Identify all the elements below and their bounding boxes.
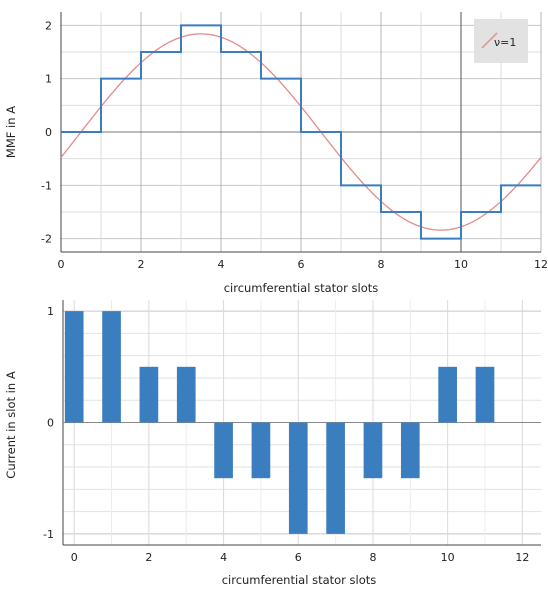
current-x-axis-label: circumferential stator slots	[222, 573, 377, 587]
x-tick-label: 0	[58, 258, 65, 271]
current-bar	[475, 366, 495, 423]
y-tick-label: 0	[47, 417, 54, 430]
legend-label: ν=1	[494, 36, 516, 49]
x-tick-label: 10	[454, 258, 468, 271]
legend-box	[474, 19, 528, 63]
current-bar	[438, 366, 457, 423]
mmf-series	[60, 24, 542, 240]
current-y-axis-label: Current in slot in A	[4, 371, 18, 479]
current-bar	[102, 311, 121, 423]
current-bar	[363, 422, 383, 479]
y-tick-label: -1	[41, 179, 52, 192]
x-tick-label: 10	[441, 551, 455, 564]
current-bar	[251, 422, 271, 479]
current-y-tick-labels: 1 0 -1	[43, 305, 54, 541]
mmf-y-axis-label: MMF in A	[4, 106, 18, 158]
y-tick-label: 2	[45, 19, 52, 32]
current-bar	[400, 422, 420, 479]
x-tick-label: 4	[218, 258, 225, 271]
mmf-x-tick-labels: 0 2 4 6 8 10 12	[58, 258, 548, 271]
mmf-step-line	[61, 24, 541, 240]
mmf-legend: ν=1	[474, 19, 528, 63]
y-tick-label: -2	[41, 233, 52, 246]
x-tick-label: 8	[378, 258, 385, 271]
x-tick-label: 2	[138, 258, 145, 271]
x-tick-label: 6	[295, 551, 302, 564]
x-tick-label: 6	[298, 258, 305, 271]
mmf-x-axis-label: circumferential stator slots	[224, 281, 379, 295]
current-bar	[214, 422, 233, 479]
x-tick-label: 4	[220, 551, 227, 564]
x-tick-label: 12	[515, 551, 529, 564]
y-tick-label: 0	[45, 126, 52, 139]
y-tick-label: 1	[45, 73, 52, 86]
x-tick-label: 8	[369, 551, 376, 564]
current-x-tick-labels: 0 2 4 6 8 10 12	[71, 551, 530, 564]
x-tick-label: 12	[534, 258, 548, 271]
x-tick-label: 2	[145, 551, 152, 564]
legend-swatch	[481, 32, 498, 49]
x-tick-label: 0	[71, 551, 78, 564]
current-bar	[139, 366, 159, 423]
current-bars	[64, 311, 495, 534]
current-bar	[64, 311, 84, 423]
y-tick-label: -1	[43, 528, 54, 541]
current-bar	[288, 422, 308, 534]
current-bar	[326, 422, 345, 534]
current-bar	[176, 366, 196, 423]
mmf-y-tick-labels: 2 1 0 -1 -2	[41, 19, 52, 245]
mmf-chart: 0 2 4 6 8 10 12 210-1-2 circumferential stator…	[4, 12, 548, 295]
y-tick-label: 1	[47, 305, 54, 318]
current-chart: 0 2 4 6 8 10 12 10-1 circumferential stator sl…	[4, 300, 541, 587]
